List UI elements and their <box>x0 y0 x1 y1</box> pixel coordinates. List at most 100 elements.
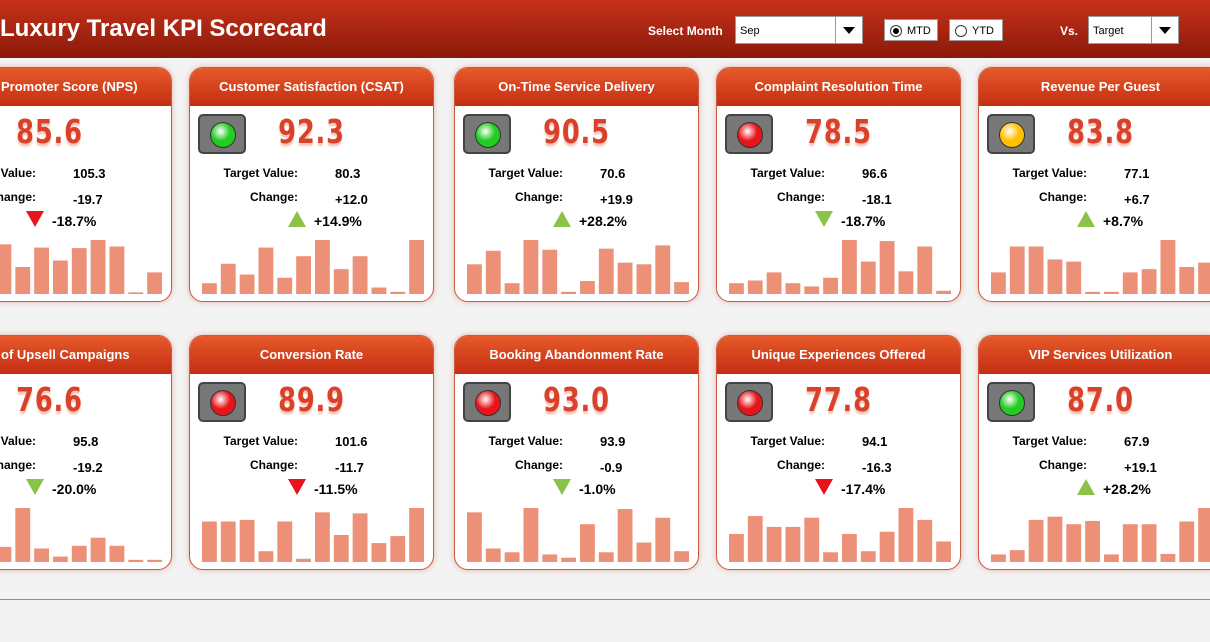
target-value: 67.9 <box>1124 434 1150 449</box>
status-light <box>999 122 1025 148</box>
sparkline-chart <box>467 508 689 562</box>
spark-bar <box>34 247 49 294</box>
status-indicator <box>725 114 773 154</box>
spark-bar <box>147 272 162 294</box>
ytd-option[interactable]: YTD <box>949 19 1003 41</box>
status-indicator <box>725 382 773 422</box>
change-percent: -18.7% <box>52 213 97 229</box>
spark-bar <box>1066 261 1082 294</box>
spark-bar <box>879 241 895 294</box>
spark-bar <box>766 526 782 562</box>
target-label: Target Value: <box>488 166 563 180</box>
radio-dot <box>893 28 899 34</box>
sparkline-chart <box>202 508 424 562</box>
card-title: of Upsell Campaigns <box>1 347 130 362</box>
change-value: -18.1 <box>862 192 892 207</box>
spark-bar <box>1160 553 1176 562</box>
target-value: 70.6 <box>600 166 626 181</box>
spark-bar <box>991 554 1006 562</box>
kpi-card: Unique Experiences Offered 77.8 Target Val… <box>716 335 961 570</box>
trend-arrow <box>815 479 833 495</box>
sparkline-chart <box>202 240 424 294</box>
spark-bar <box>0 244 12 294</box>
header-bar: Luxury Travel KPI Scorecard Select Month… <box>0 0 1210 58</box>
target-label: Target Value: <box>750 166 825 180</box>
spark-bar <box>1122 524 1138 562</box>
option-label: MTD <box>907 25 931 37</box>
spark-bar <box>561 291 576 294</box>
spark-bar <box>504 552 520 562</box>
spark-bar <box>674 282 689 294</box>
spark-bar <box>333 269 349 294</box>
spark-bar <box>220 263 236 294</box>
spark-bar <box>258 551 274 562</box>
dropdown-button[interactable] <box>835 17 862 43</box>
spark-bar <box>655 245 671 294</box>
change-percent: +28.2% <box>1103 481 1151 497</box>
spark-bar <box>277 277 293 294</box>
status-indicator <box>198 114 246 154</box>
kpi-value: 78.5 <box>805 112 872 151</box>
status-light <box>210 390 236 416</box>
change-percent: -11.5% <box>314 481 358 497</box>
spark-bar <box>860 551 876 562</box>
spark-bar <box>917 519 933 562</box>
change-value: -11.7 <box>335 460 364 475</box>
mtd-option[interactable]: MTD <box>884 19 938 41</box>
arrow-shape <box>815 211 833 227</box>
spark-bar <box>1104 554 1119 562</box>
target-value: 80.3 <box>335 166 361 181</box>
change-label: Change: <box>777 458 825 472</box>
spark-bar <box>485 548 501 562</box>
spark-bar <box>1047 516 1063 562</box>
spark-bar <box>542 249 558 294</box>
kpi-card: Revenue Per Guest 83.8 Target Value: 77.1 Ch… <box>978 67 1210 302</box>
status-indicator <box>463 114 511 154</box>
change-value: -19.2 <box>73 460 103 475</box>
dropdown-button[interactable] <box>1151 17 1178 43</box>
spark-bar <box>390 536 406 562</box>
arrow-shape <box>1077 211 1095 227</box>
card-header: Customer Satisfaction (CSAT) <box>190 68 433 106</box>
card-title: Unique Experiences Offered <box>751 347 926 362</box>
change-label: Change: <box>1039 458 1087 472</box>
status-light <box>737 122 763 148</box>
month-dropdown[interactable]: Sep <box>735 16 863 44</box>
card-title: Customer Satisfaction (CSAT) <box>219 79 404 94</box>
status-light <box>210 122 236 148</box>
spark-bar <box>485 250 501 294</box>
trend-arrow <box>288 211 306 227</box>
change-percent: -18.7% <box>841 213 886 229</box>
kpi-value: 90.5 <box>543 112 610 151</box>
spark-bar <box>898 271 914 294</box>
spark-bar <box>804 286 820 294</box>
spark-bar <box>128 559 144 562</box>
change-label: Change: <box>515 190 563 204</box>
kpi-card: of Upsell Campaigns 76.6 Target Value: 95.8… <box>0 335 172 570</box>
spark-bar <box>390 291 406 294</box>
spark-bar <box>674 551 689 562</box>
spark-bar <box>823 277 838 294</box>
change-label: Change: <box>250 190 298 204</box>
vs-dropdown[interactable]: Target <box>1088 16 1179 44</box>
spark-bar <box>1122 272 1138 294</box>
target-label: Target Value: <box>750 434 825 448</box>
spark-bar <box>239 274 255 294</box>
card-title: Promoter Score (NPS) <box>1 79 138 94</box>
divider <box>0 599 1210 600</box>
card-header: On-Time Service Delivery <box>455 68 698 106</box>
trend-arrow <box>815 211 833 227</box>
status-indicator <box>198 382 246 422</box>
spark-bar <box>53 556 68 562</box>
change-value: -19.7 <box>73 192 103 207</box>
change-value: +12.0 <box>335 192 368 207</box>
arrow-shape <box>553 211 571 227</box>
status-indicator <box>987 114 1035 154</box>
change-percent: -17.4% <box>841 481 886 497</box>
arrow-shape <box>1077 479 1095 495</box>
spark-bar <box>842 240 857 294</box>
spark-bar <box>785 283 801 294</box>
spark-bar <box>860 261 876 294</box>
spark-bar <box>467 264 482 294</box>
